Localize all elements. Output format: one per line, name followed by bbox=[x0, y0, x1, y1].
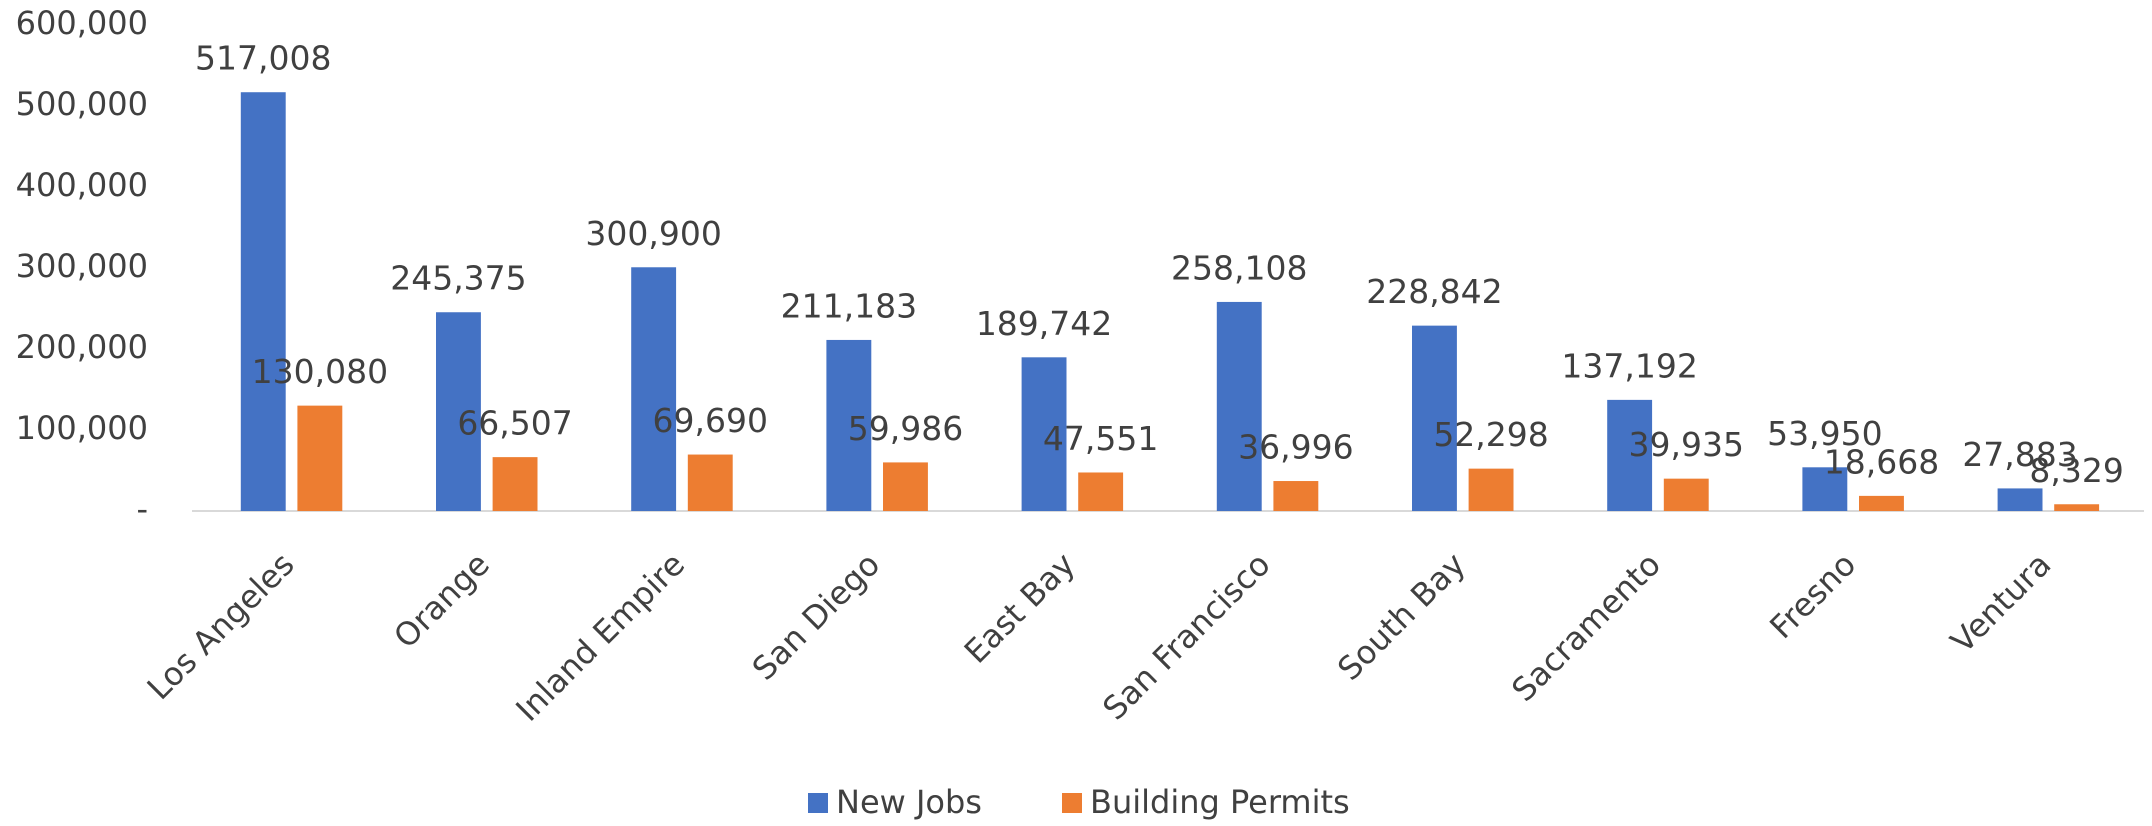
legend-label: New Jobs bbox=[836, 783, 982, 821]
value-label: 69,690 bbox=[653, 401, 768, 440]
bar bbox=[1021, 357, 1067, 511]
legend-swatch bbox=[808, 793, 828, 813]
bar bbox=[492, 457, 538, 511]
bar bbox=[1468, 468, 1514, 511]
value-label: 39,935 bbox=[1629, 425, 1744, 464]
x-tick-label: Orange bbox=[386, 545, 496, 655]
bar bbox=[1663, 478, 1709, 511]
legend-swatch bbox=[1062, 793, 1082, 813]
bar bbox=[436, 312, 481, 511]
y-tick-label: 400,000 bbox=[16, 166, 148, 204]
value-label: 130,080 bbox=[252, 352, 388, 391]
y-tick-label: 100,000 bbox=[16, 409, 148, 447]
value-label: 59,986 bbox=[848, 409, 963, 448]
value-label: 137,192 bbox=[1561, 346, 1697, 385]
x-tick-label: South Bay bbox=[1330, 545, 1473, 688]
bar bbox=[1802, 467, 1848, 511]
x-tick-label: Los Angeles bbox=[140, 545, 302, 707]
x-tick-label: Fresno bbox=[1762, 545, 1863, 646]
value-label: 53,950 bbox=[1767, 414, 1882, 453]
bar bbox=[2054, 504, 2100, 511]
value-label: 228,842 bbox=[1366, 272, 1502, 311]
y-tick-label: 500,000 bbox=[16, 85, 148, 123]
legend-label: Building Permits bbox=[1090, 783, 1350, 821]
value-label: 27,883 bbox=[1962, 435, 2077, 474]
bar bbox=[883, 462, 928, 511]
value-label: 52,298 bbox=[1433, 415, 1548, 454]
value-label: 300,900 bbox=[585, 214, 721, 253]
bar bbox=[297, 405, 343, 511]
value-label: 66,507 bbox=[457, 404, 572, 443]
y-tick-label: - bbox=[136, 490, 148, 528]
bar bbox=[240, 92, 286, 512]
bar bbox=[1859, 495, 1904, 511]
value-label: 47,551 bbox=[1043, 419, 1158, 458]
x-tick-label: San Francisco bbox=[1095, 545, 1277, 727]
x-tick-label: Ventura bbox=[1943, 545, 2058, 660]
value-label: 211,183 bbox=[781, 286, 917, 325]
bar bbox=[687, 454, 733, 511]
value-label: 18,668 bbox=[1824, 442, 1939, 481]
y-tick-label: 600,000 bbox=[16, 4, 148, 42]
value-label: 8,329 bbox=[2029, 451, 2123, 490]
bar bbox=[1997, 488, 2043, 511]
y-tick-label: 300,000 bbox=[16, 247, 148, 285]
value-label: 189,742 bbox=[976, 304, 1112, 343]
x-tick-label: Sacramento bbox=[1504, 545, 1668, 709]
value-label: 517,008 bbox=[195, 39, 331, 78]
bar bbox=[1273, 481, 1319, 511]
bar bbox=[1216, 301, 1262, 511]
bar bbox=[1607, 399, 1653, 511]
y-tick-label: 200,000 bbox=[16, 328, 148, 366]
bar bbox=[631, 267, 677, 511]
value-label: 258,108 bbox=[1171, 248, 1307, 287]
value-label: 245,375 bbox=[390, 259, 526, 298]
x-tick-label: San Diego bbox=[745, 545, 887, 687]
x-tick-label: Inland Empire bbox=[508, 545, 692, 729]
x-tick-label: East Bay bbox=[957, 545, 1083, 671]
value-label: 36,996 bbox=[1238, 428, 1353, 467]
bar bbox=[1412, 325, 1457, 511]
bar bbox=[826, 339, 872, 511]
bar bbox=[1078, 472, 1124, 511]
